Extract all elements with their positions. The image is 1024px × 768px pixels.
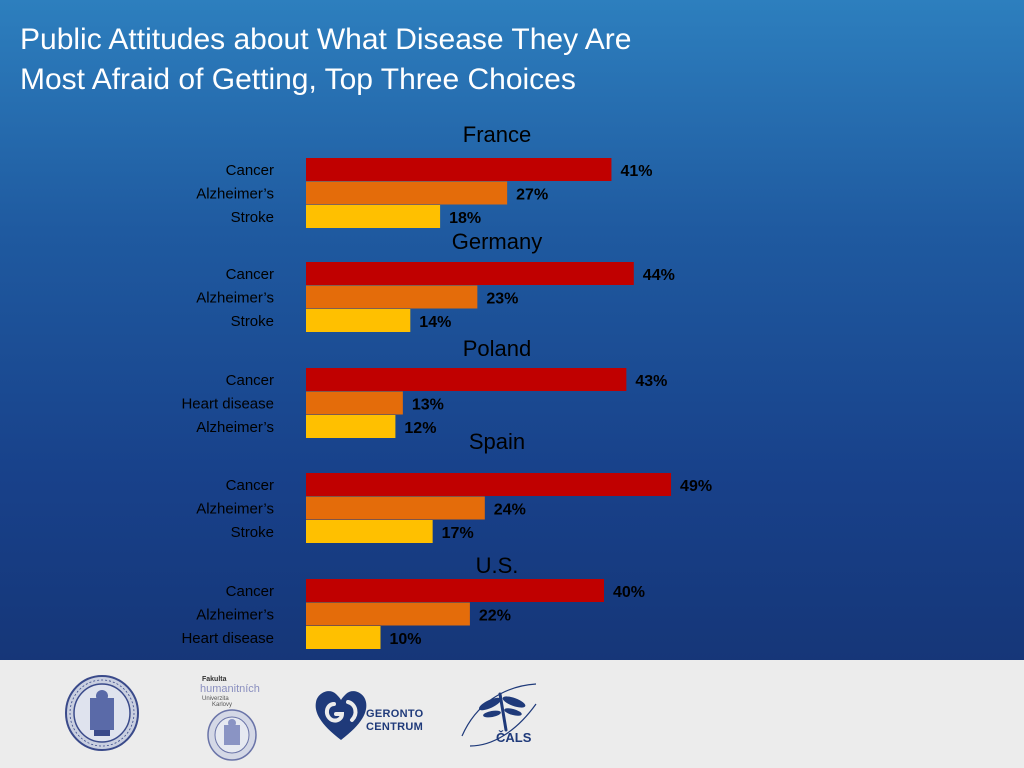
panel-title: Germany [452,229,542,254]
data-label: 14% [419,314,451,331]
category-label: Alzheimer’s [196,186,274,203]
bar [306,520,433,543]
fhs-logo-text-2: humanitních [200,683,260,695]
bar [306,415,396,438]
data-label: 13% [412,397,444,414]
bar [306,602,470,626]
category-label: Alzheimer’s [196,290,274,307]
category-label: Cancer [226,583,274,600]
panel-title: U.S. [476,553,519,578]
panel-poland: Poland Cancer 43% Heart disease 13% Alzheimer… [181,336,667,438]
geronto-text: GERONTO [366,708,424,720]
bar [306,579,604,602]
panel-title: Poland [463,336,532,361]
data-label: 40% [613,584,645,601]
bar [306,626,381,649]
category-label: Cancer [226,477,274,494]
category-label: Alzheimer’s [196,501,274,518]
panel-spain: Spain Cancer 49% Alzheimer’s 24% Stroke 17% [196,429,712,543]
bar [306,205,441,228]
category-label: Stroke [231,524,274,541]
title-line-2: Most Afraid of Getting, Top Three Choice… [20,63,576,96]
data-label: 23% [486,291,518,308]
bar [306,473,672,496]
category-label: Cancer [226,266,274,283]
charles-university-seal-logo [65,675,139,751]
data-label: 49% [680,478,712,495]
category-label: Cancer [226,162,274,179]
bar [306,309,411,332]
bar [306,181,508,205]
panel-title: France [463,122,531,147]
bar [306,262,634,285]
data-label: 41% [620,163,652,180]
cals-logo: ČALS [456,674,542,758]
data-label: 24% [494,502,526,519]
data-label: 27% [516,187,548,204]
bar [306,158,612,181]
category-label: Stroke [231,313,274,330]
grouped-bar-chart: France Cancer 41% Alzheimer’s 27% Stroke 18% Ge… [181,122,712,649]
bar [306,391,403,415]
panel-us: U.S. Cancer 40% Alzheimer’s 22% Heart disease… [181,553,645,649]
bar [306,285,478,309]
category-label: Heart disease [181,396,274,413]
fhs-logo-text-3: Univerzita [202,696,229,702]
fhs-logo-text-4: Karlovy [212,702,233,708]
data-label: 44% [643,267,675,284]
panel-france: France Cancer 41% Alzheimer’s 27% Stroke 18% [196,122,652,228]
category-label: Alzheimer’s [196,419,274,436]
category-label: Stroke [231,209,274,226]
data-label: 22% [479,608,511,625]
footer-logo-bar: Fakulta humanitních Univerzita Karlovy G… [0,660,1024,768]
panel-germany: Germany Cancer 44% Alzheimer’s 23% Stroke 14% [196,229,675,332]
dragonfly-icon [461,683,537,747]
geronto-centrum-logo: GERONTO CENTRUM [312,686,424,744]
heart-g-icon [315,691,367,740]
category-label: Alzheimer’s [196,607,274,624]
data-label: 10% [390,631,422,648]
category-label: Heart disease [181,630,274,647]
data-label: 18% [449,210,481,227]
category-label: Cancer [226,372,274,389]
faculty-seal-icon [207,709,257,761]
bar [306,496,485,520]
panel-title: Spain [469,429,525,454]
centrum-text: CENTRUM [366,721,424,733]
data-label: 43% [635,373,667,390]
data-label: 12% [404,420,436,437]
slide-title: Public Attitudes about What Disease They… [20,20,780,100]
cals-text: ČALS [496,730,532,745]
fhs-logo-text-1: Fakulta [202,676,227,683]
title-line-1: Public Attitudes about What Disease They… [20,23,632,56]
bar [306,368,627,391]
data-label: 17% [442,525,474,542]
faculty-humanities-logo: Fakulta humanitních Univerzita Karlovy [198,676,278,762]
